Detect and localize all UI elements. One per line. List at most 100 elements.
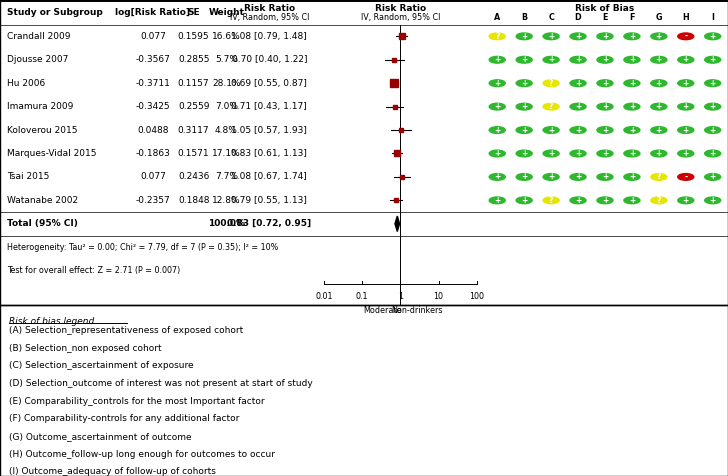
Text: ?: ? [549, 196, 553, 205]
Text: +: + [656, 126, 662, 135]
Text: +: + [683, 126, 689, 135]
Circle shape [651, 103, 667, 110]
Polygon shape [395, 216, 400, 231]
Text: +: + [602, 102, 608, 111]
Text: 5.7%: 5.7% [215, 55, 238, 64]
Circle shape [543, 127, 559, 133]
Text: 0.71 [0.43, 1.17]: 0.71 [0.43, 1.17] [232, 102, 307, 111]
Circle shape [597, 56, 613, 63]
Circle shape [489, 103, 505, 110]
Circle shape [705, 127, 721, 133]
Circle shape [570, 150, 586, 157]
Text: Hu 2006: Hu 2006 [7, 79, 46, 88]
Text: +: + [521, 196, 527, 205]
Text: Tsai 2015: Tsai 2015 [7, 172, 50, 181]
Text: +: + [602, 172, 608, 181]
Circle shape [597, 127, 613, 133]
Circle shape [597, 150, 613, 157]
Text: 16.6%: 16.6% [212, 32, 241, 41]
Text: (D) Selection_outcome of interest was not present at start of study: (D) Selection_outcome of interest was no… [9, 379, 312, 388]
Text: +: + [494, 196, 500, 205]
Text: +: + [602, 79, 608, 88]
Text: +: + [548, 149, 554, 158]
Circle shape [570, 103, 586, 110]
Circle shape [678, 56, 694, 63]
Text: Non-drinkers: Non-drinkers [392, 306, 443, 315]
Text: ?: ? [657, 196, 661, 205]
Text: +: + [683, 55, 689, 64]
Circle shape [651, 56, 667, 63]
Circle shape [651, 174, 667, 180]
Text: ?: ? [549, 79, 553, 88]
Circle shape [543, 56, 559, 63]
Text: 100: 100 [470, 292, 484, 301]
Text: Crandall 2009: Crandall 2009 [7, 32, 71, 41]
Text: +: + [494, 55, 500, 64]
Text: +: + [548, 172, 554, 181]
Circle shape [543, 103, 559, 110]
Text: 0.69 [0.55, 0.87]: 0.69 [0.55, 0.87] [232, 79, 307, 88]
Text: A: A [494, 12, 500, 21]
Text: +: + [575, 102, 581, 111]
Circle shape [516, 127, 532, 133]
Text: +: + [629, 79, 635, 88]
Circle shape [489, 33, 505, 40]
Circle shape [624, 56, 640, 63]
Text: +: + [602, 149, 608, 158]
Text: 0.3117: 0.3117 [178, 126, 210, 135]
Circle shape [705, 80, 721, 87]
Text: (H) Outcome_follow-up long enough for outcomes to occur: (H) Outcome_follow-up long enough for ou… [9, 450, 274, 458]
Text: +: + [710, 102, 716, 111]
Text: G: G [656, 12, 662, 21]
Text: +: + [629, 172, 635, 181]
Circle shape [678, 197, 694, 204]
Text: +: + [710, 55, 716, 64]
Circle shape [624, 197, 640, 204]
Text: +: + [521, 126, 527, 135]
Text: -0.3711: -0.3711 [135, 79, 170, 88]
Text: Risk of Bias: Risk of Bias [575, 4, 635, 13]
Text: ?: ? [549, 102, 553, 111]
Circle shape [543, 33, 559, 40]
Circle shape [624, 127, 640, 133]
Text: -0.1863: -0.1863 [135, 149, 170, 158]
Text: +: + [494, 172, 500, 181]
Text: +: + [548, 55, 554, 64]
Text: +: + [629, 102, 635, 111]
Circle shape [570, 56, 586, 63]
Text: Risk Ratio: Risk Ratio [375, 4, 426, 13]
Text: B: B [521, 12, 527, 21]
Text: 0.1595: 0.1595 [178, 32, 210, 41]
Text: Marques-Vidal 2015: Marques-Vidal 2015 [7, 149, 97, 158]
Text: -: - [684, 172, 687, 181]
Circle shape [651, 80, 667, 87]
Text: +: + [602, 55, 608, 64]
Text: +: + [521, 32, 527, 41]
Text: (F) Comparability-controls for any additional factor: (F) Comparability-controls for any addit… [9, 414, 239, 423]
Text: 0.0488: 0.0488 [137, 126, 169, 135]
Text: SE: SE [187, 9, 200, 18]
Text: 12.8%: 12.8% [212, 196, 241, 205]
Text: +: + [683, 196, 689, 205]
Text: 0.2436: 0.2436 [178, 172, 210, 181]
Text: Risk Ratio: Risk Ratio [244, 4, 295, 13]
Text: +: + [656, 149, 662, 158]
Text: +: + [548, 32, 554, 41]
Text: +: + [710, 149, 716, 158]
Circle shape [705, 174, 721, 180]
Circle shape [516, 56, 532, 63]
Text: +: + [656, 55, 662, 64]
Text: Risk of bias legend: Risk of bias legend [9, 317, 94, 326]
Text: 0.70 [0.40, 1.22]: 0.70 [0.40, 1.22] [232, 55, 307, 64]
Circle shape [489, 150, 505, 157]
Text: +: + [494, 79, 500, 88]
Circle shape [624, 150, 640, 157]
Text: +: + [710, 32, 716, 41]
Circle shape [651, 197, 667, 204]
Text: -0.3425: -0.3425 [135, 102, 170, 111]
Circle shape [489, 80, 505, 87]
Circle shape [705, 103, 721, 110]
Text: F: F [629, 12, 635, 21]
Circle shape [705, 197, 721, 204]
Text: +: + [521, 102, 527, 111]
